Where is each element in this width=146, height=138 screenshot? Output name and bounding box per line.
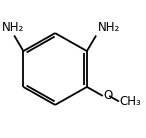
Text: O: O	[104, 89, 113, 102]
Text: CH₃: CH₃	[120, 95, 141, 108]
Text: NH₂: NH₂	[98, 21, 120, 34]
Text: NH₂: NH₂	[2, 21, 25, 34]
